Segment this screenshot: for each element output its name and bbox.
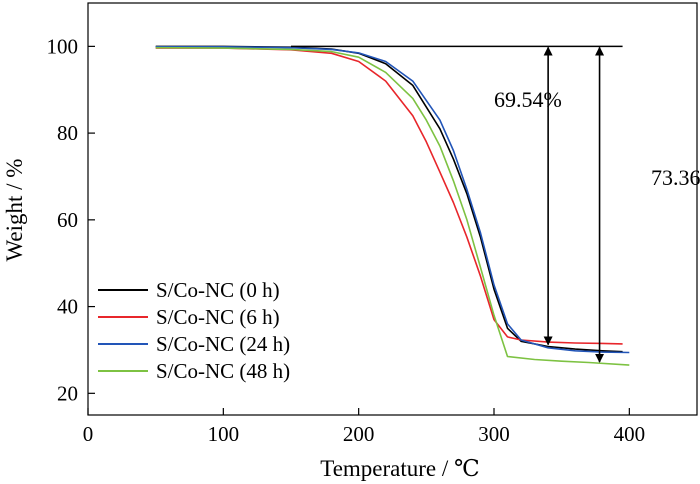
series-line-2 [155, 46, 630, 354]
y-axis-title: Weight / % [2, 159, 27, 262]
legend: S/Co-NC (0 h) S/Co-NC (6 h) S/Co-NC (24 h)… [98, 278, 290, 383]
annotation-layer: 69.54% 73.36% [291, 45, 700, 363]
legend-label-3: S/Co-NC (48 h) [156, 359, 290, 383]
legend-label-0: S/Co-NC (0 h) [156, 278, 280, 302]
y-tick-label: 80 [57, 121, 78, 145]
mass-loss-label-0: 69.54% [494, 87, 562, 112]
x-tick-label: 300 [478, 422, 510, 446]
y-tick-label: 20 [57, 381, 78, 405]
x-tick-label: 0 [83, 422, 94, 446]
legend-label-1: S/Co-NC (6 h) [156, 305, 280, 329]
y-tick-label: 60 [57, 208, 78, 232]
ticks-layer: 0 100 200 300 400 20 40 60 80 100 [47, 34, 646, 446]
y-tick-label: 40 [57, 295, 78, 319]
x-tick-label: 400 [614, 422, 646, 446]
mass-loss-label-1: 73.36% [651, 165, 700, 190]
x-tick-label: 100 [208, 422, 240, 446]
x-axis-title: Temperature / ℃ [320, 456, 480, 481]
plot-area-frame [87, 2, 698, 416]
series-line-3 [155, 46, 630, 366]
x-tick-label: 200 [343, 422, 375, 446]
legend-label-2: S/Co-NC (24 h) [156, 332, 290, 356]
y-tick-label: 100 [47, 34, 79, 58]
